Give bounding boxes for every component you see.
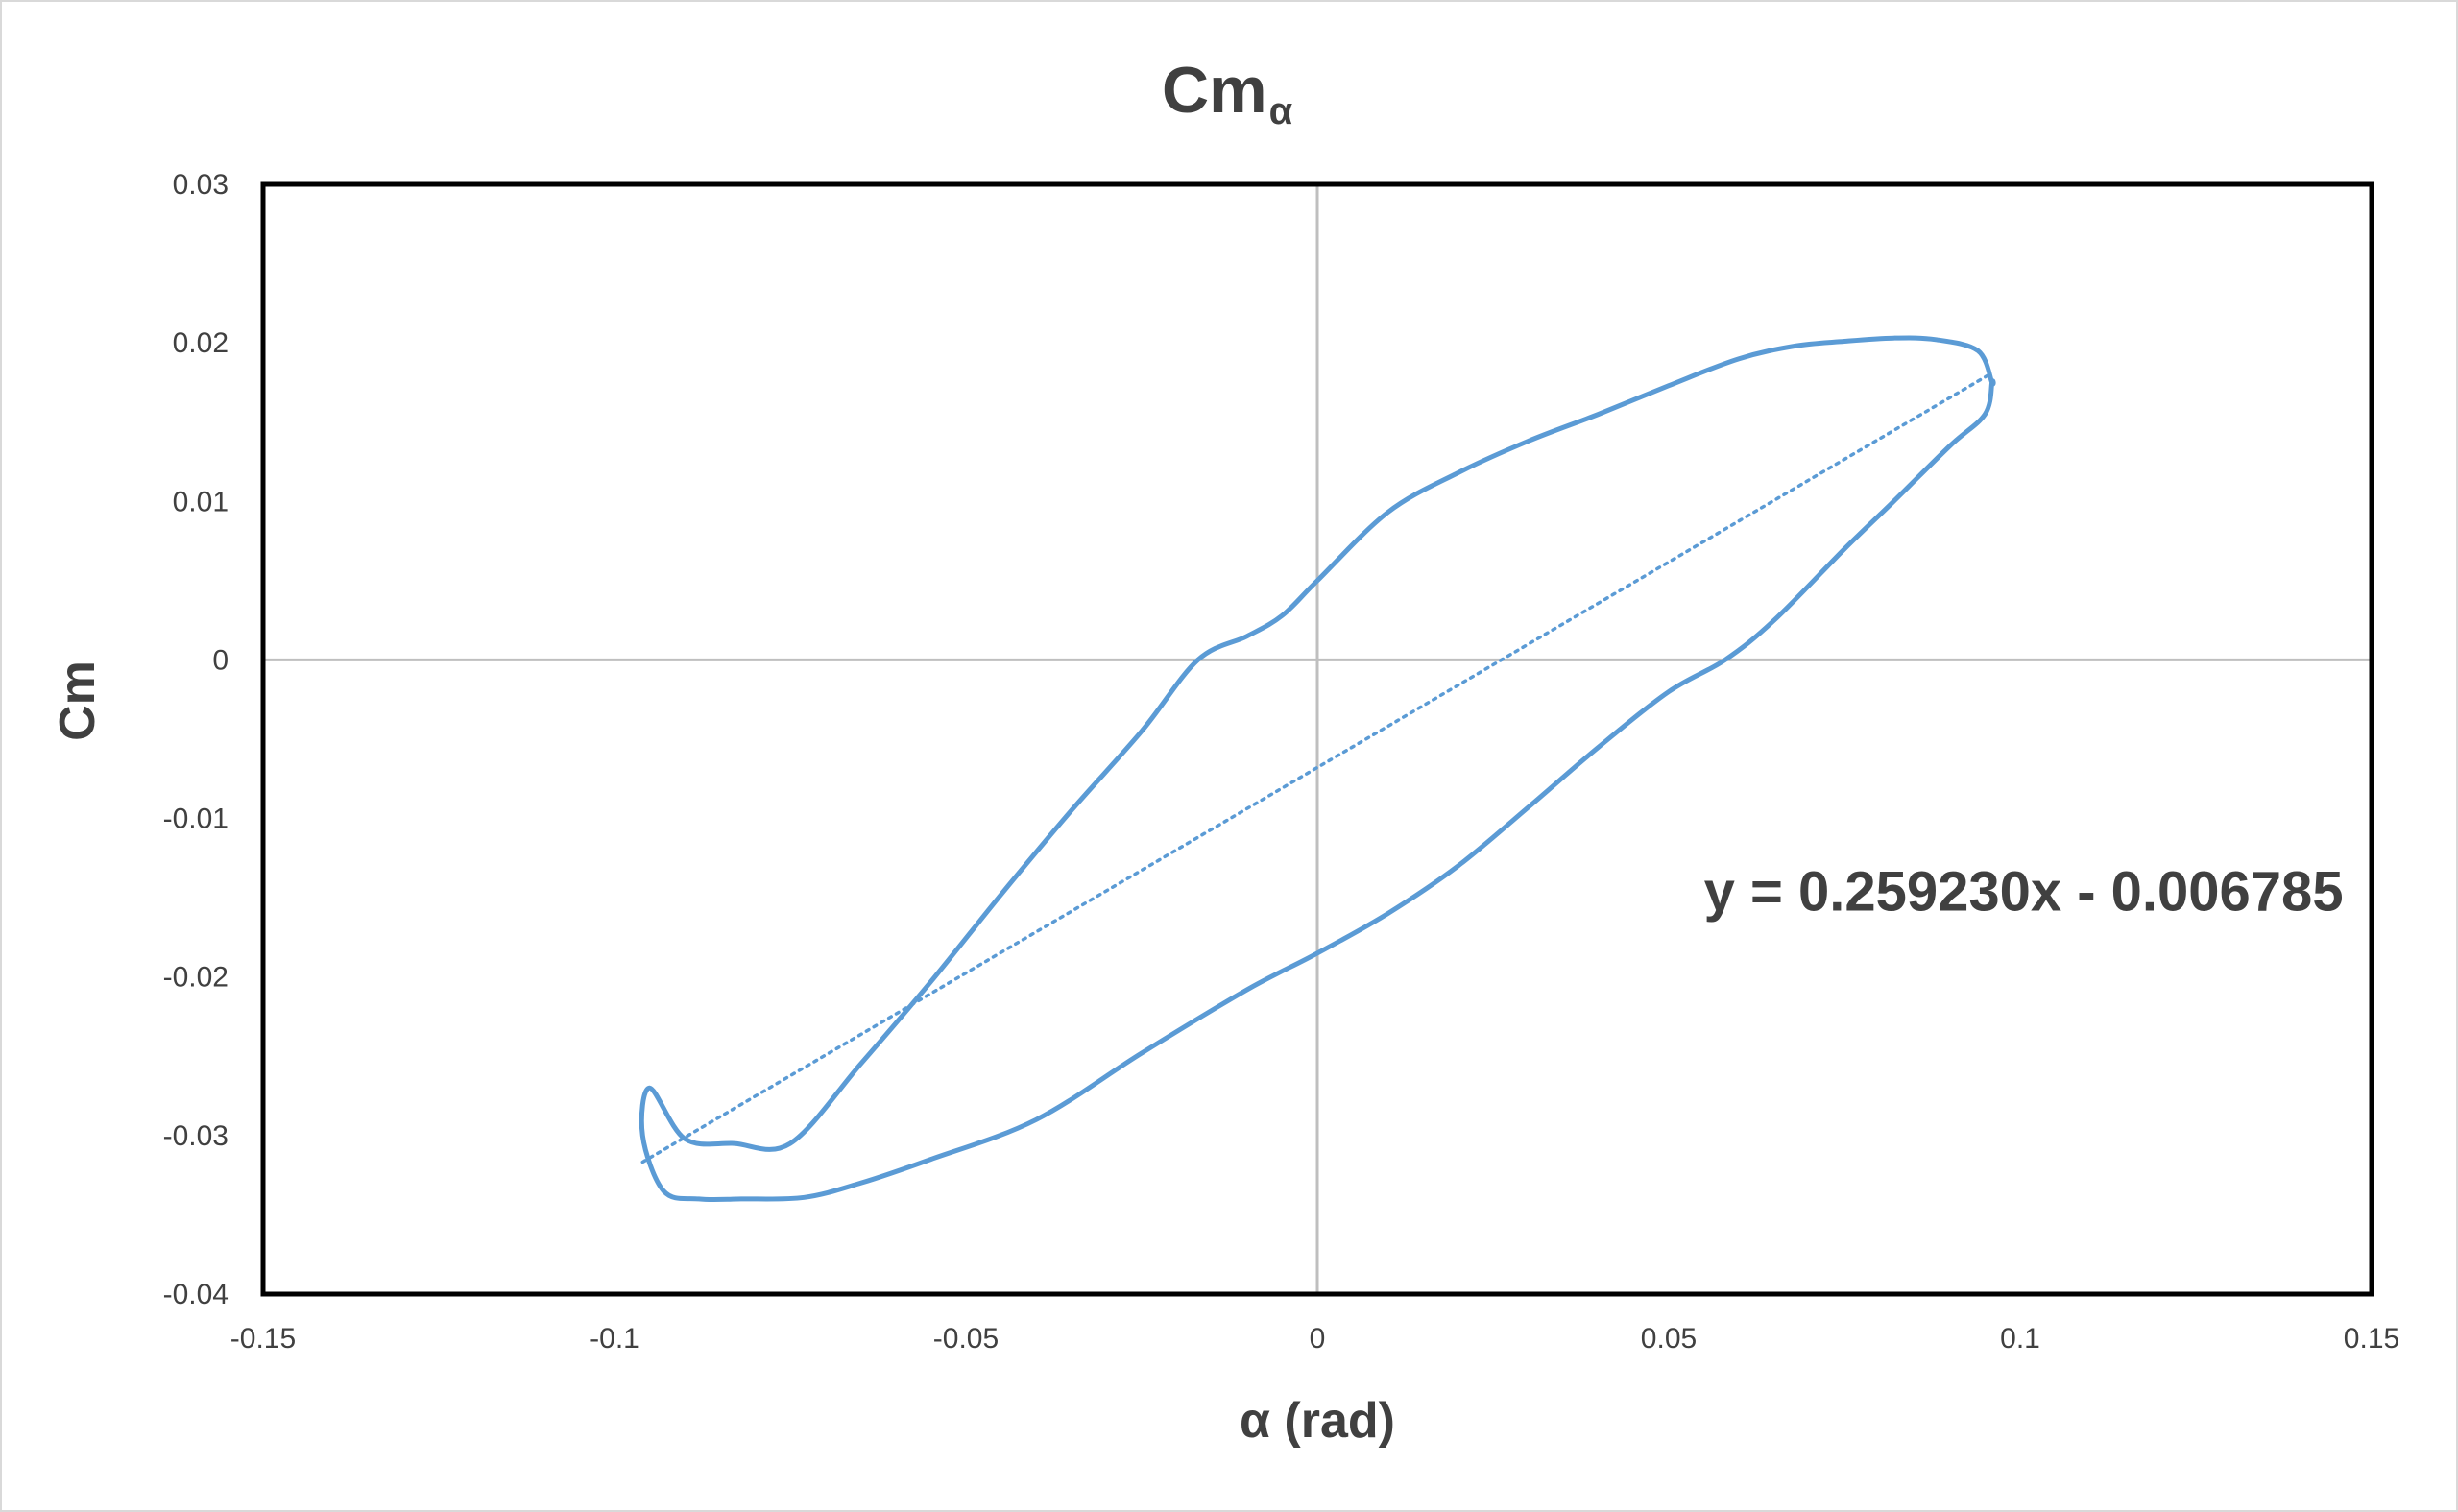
data-point	[1794, 344, 1797, 348]
x-tick-label: -0.05	[933, 1323, 999, 1355]
y-tick-label: -0.04	[163, 1279, 229, 1310]
plot-border	[260, 181, 2374, 1297]
data-point	[640, 1134, 644, 1138]
data-point	[1892, 336, 1895, 340]
data-point	[732, 1141, 735, 1145]
data-point	[1892, 499, 1895, 503]
data-point	[788, 1141, 792, 1145]
data-point	[1976, 348, 1980, 352]
data-point	[1597, 413, 1601, 417]
data-point	[803, 1195, 807, 1199]
y-tick-label: -0.02	[163, 962, 229, 994]
trendline-equation: y = 0.259230x - 0.006785	[1704, 860, 2344, 923]
y-tick-label: 0	[212, 644, 229, 676]
linear-trendline	[640, 371, 1994, 1164]
data-point	[739, 1197, 743, 1201]
data-point	[1070, 808, 1073, 812]
series-group	[639, 335, 1996, 1203]
data-point	[1843, 547, 1846, 551]
chart-title-main: Cm	[1162, 54, 1267, 127]
data-point	[1315, 951, 1319, 955]
data-point	[1667, 384, 1671, 388]
data-point	[1597, 745, 1601, 749]
data-point	[1280, 613, 1284, 617]
data-point	[1196, 658, 1200, 661]
data-point	[1723, 658, 1727, 661]
data-point	[1456, 864, 1459, 868]
data-point	[1245, 635, 1249, 638]
y-tick-label: 0.01	[173, 486, 229, 517]
data-point	[1948, 444, 1952, 448]
data-point	[1527, 440, 1530, 444]
y-tick-label: 0.02	[173, 327, 229, 359]
x-tick-label: 0	[1310, 1323, 1326, 1355]
data-point	[1983, 413, 1987, 417]
chart-title-subscript: α	[1269, 90, 1293, 132]
data-point	[928, 1158, 932, 1162]
data-point	[858, 1181, 862, 1185]
data-point	[1843, 340, 1846, 344]
data-point	[928, 980, 932, 984]
y-axis-title: Cm	[50, 660, 106, 741]
data-point	[648, 1086, 652, 1090]
x-axis-title: α (rad)	[1240, 1393, 1395, 1449]
x-tick-label: 0.15	[2344, 1323, 2399, 1355]
chart-title: Cmα	[1162, 54, 1293, 132]
data-point	[1140, 730, 1144, 733]
axes-group	[260, 181, 2374, 1297]
y-tick-label: -0.01	[163, 804, 229, 835]
x-tick-label: -0.15	[230, 1323, 296, 1355]
hysteresis-loop-line	[639, 335, 1996, 1203]
data-point	[1527, 805, 1530, 809]
data-point	[858, 1063, 862, 1067]
data-point	[1034, 1117, 1038, 1121]
data-point	[697, 1197, 701, 1201]
data-point	[662, 1189, 665, 1193]
data-point	[1456, 471, 1459, 475]
data-point	[1140, 1051, 1144, 1055]
data-point	[1667, 690, 1671, 694]
tick-labels-group: -0.15 -0.1 -0.05 0 0.05 0.1 0.15 -0.04 -0.03 -0.0…	[163, 169, 2400, 1355]
data-point	[1000, 893, 1003, 897]
data-point	[1245, 988, 1249, 992]
x-tick-label: 0.1	[2000, 1323, 2040, 1355]
data-point	[1386, 912, 1389, 916]
data-point	[1315, 579, 1319, 583]
y-tick-label: 0.03	[173, 169, 229, 201]
y-tick-label: -0.03	[163, 1120, 229, 1152]
data-point	[1990, 380, 1994, 384]
data-point	[1772, 618, 1776, 622]
data-point	[1737, 357, 1741, 361]
data-point	[1386, 511, 1389, 515]
x-tick-label: 0.05	[1641, 1323, 1697, 1355]
x-tick-label: -0.1	[590, 1323, 639, 1355]
data-point	[1934, 338, 1938, 342]
